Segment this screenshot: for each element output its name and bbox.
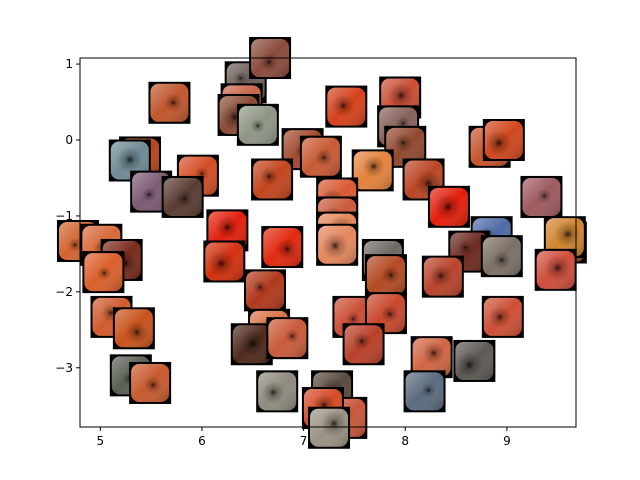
y-tick-label: −3 <box>55 361 73 375</box>
image-thumbnail-point <box>364 292 407 335</box>
thumbnail-marks <box>56 37 587 449</box>
plot-frame <box>79 57 577 428</box>
image-thumbnail-point <box>203 240 246 283</box>
image-thumbnail-point <box>112 307 155 350</box>
image-thumbnail-point <box>316 223 359 266</box>
image-thumbnail-point <box>299 135 342 178</box>
image-thumbnail-point <box>325 85 368 128</box>
image-thumbnail-point <box>206 209 249 252</box>
image-thumbnail-point <box>427 185 470 228</box>
y-tick-label: −2 <box>55 285 73 299</box>
image-thumbnail-point <box>453 339 496 382</box>
image-thumbnail-point <box>351 149 394 192</box>
image-thumbnail-point <box>243 269 286 312</box>
image-thumbnail-point <box>308 406 351 449</box>
image-thumbnail-point <box>130 170 173 213</box>
image-thumbnail-point <box>520 175 563 218</box>
x-tick-label: 9 <box>503 434 511 448</box>
y-tick-label: 1 <box>65 57 73 71</box>
image-thumbnail-point <box>82 251 125 294</box>
image-thumbnail-point <box>421 255 464 298</box>
image-thumbnail-point <box>256 370 299 413</box>
image-thumbnail-point <box>534 248 577 291</box>
y-tick-label: 0 <box>65 133 73 147</box>
image-thumbnail-point <box>161 175 204 218</box>
axis-ticks: 5 6 7 8 910−1−2−3 <box>55 57 510 448</box>
image-thumbnail-point <box>543 216 586 259</box>
image-thumbnail-point <box>148 81 191 124</box>
image-thumbnail-point <box>384 125 427 168</box>
y-tick-label: −1 <box>55 209 73 223</box>
x-tick-label: 7 <box>300 434 308 448</box>
image-thumbnail-point <box>108 139 151 182</box>
image-thumbnail-point <box>261 226 304 269</box>
image-thumbnail-point <box>236 103 279 146</box>
image-thumbnail-point <box>129 361 172 404</box>
x-tick-label: 6 <box>198 434 206 448</box>
image-thumbnail-point <box>230 323 273 366</box>
image-thumbnail-point <box>251 158 294 201</box>
x-tick-label: 8 <box>401 434 409 448</box>
image-thumbnail-point <box>342 323 385 366</box>
image-thumbnail-point <box>403 370 446 413</box>
image-thumbnail-point <box>266 317 309 360</box>
image-thumbnail-point <box>364 254 407 297</box>
x-tick-label: 5 <box>97 434 105 448</box>
image-thumbnail-point <box>481 295 524 338</box>
image-thumbnail-point <box>480 235 523 278</box>
image-thumbnail-point <box>482 119 525 161</box>
